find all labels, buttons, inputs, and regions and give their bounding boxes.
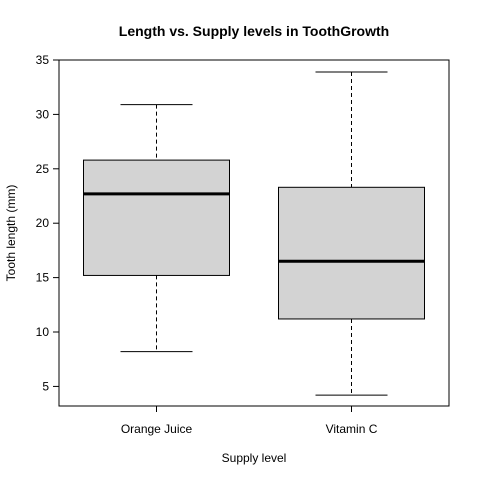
x-tick-label-0: Orange Juice bbox=[121, 422, 193, 436]
y-axis: 5 10 15 20 25 30 35 bbox=[36, 53, 59, 393]
y-tick-label-35: 35 bbox=[36, 53, 50, 67]
plot-frame bbox=[58, 59, 450, 407]
box-0 bbox=[83, 159, 230, 276]
x-axis: Orange Juice Vitamin C bbox=[121, 406, 378, 436]
x-axis-label: Supply level bbox=[222, 451, 287, 465]
x-tick-label-1: Vitamin C bbox=[326, 422, 378, 436]
y-tick-label-5: 5 bbox=[42, 379, 49, 393]
y-tick-label-10: 10 bbox=[36, 325, 50, 339]
chart-title: Length vs. Supply levels in ToothGrowth bbox=[119, 23, 389, 39]
box-1 bbox=[278, 186, 425, 320]
y-tick-label-25: 25 bbox=[36, 162, 50, 176]
y-tick-label-15: 15 bbox=[36, 271, 50, 285]
y-axis-label: Tooth length (mm) bbox=[4, 185, 18, 282]
y-tick-label-30: 30 bbox=[36, 107, 50, 121]
y-tick-label-20: 20 bbox=[36, 216, 50, 230]
boxes-group bbox=[83, 71, 425, 396]
